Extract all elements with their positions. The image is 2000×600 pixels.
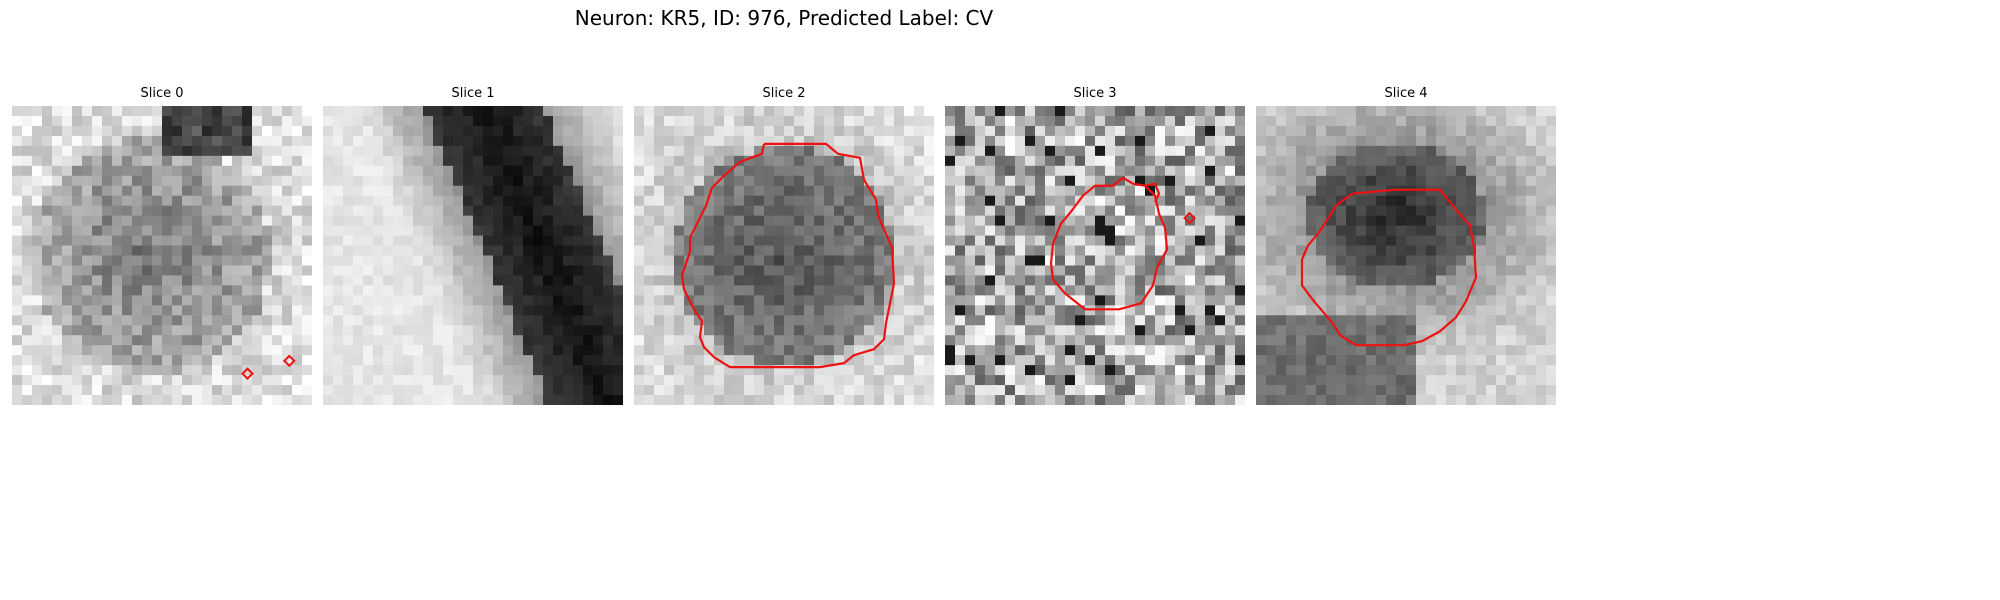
slice-title: Slice 0 bbox=[140, 86, 184, 101]
contour-marker bbox=[282, 354, 296, 368]
slice-panel-4: Slice 4 bbox=[1256, 84, 1556, 405]
slice-image bbox=[634, 106, 934, 405]
slice-image bbox=[12, 106, 312, 405]
slice-title: Slice 1 bbox=[451, 86, 495, 101]
slice-image bbox=[945, 106, 1245, 405]
slice-title: Slice 3 bbox=[1073, 86, 1117, 101]
figure-title: Neuron: KR5, ID: 976, Predicted Label: C… bbox=[574, 6, 994, 30]
segmentation-contour bbox=[1300, 188, 1478, 347]
segmentation-contour bbox=[680, 142, 896, 369]
contour-marker bbox=[241, 367, 254, 380]
slice-panel-3: Slice 3 bbox=[945, 84, 1245, 405]
segmentation-contour bbox=[1144, 182, 1161, 203]
slice-panel-0: Slice 0 bbox=[12, 84, 312, 405]
slice-title: Slice 4 bbox=[1384, 86, 1428, 101]
slice-panel-2: Slice 2 bbox=[634, 84, 934, 405]
contour-marker bbox=[1183, 211, 1196, 225]
slice-image bbox=[323, 106, 623, 405]
segmentation-contour bbox=[1049, 176, 1169, 311]
slice-title: Slice 2 bbox=[762, 86, 806, 101]
slice-image bbox=[1256, 106, 1556, 405]
slice-panel-1: Slice 1 bbox=[323, 84, 623, 405]
